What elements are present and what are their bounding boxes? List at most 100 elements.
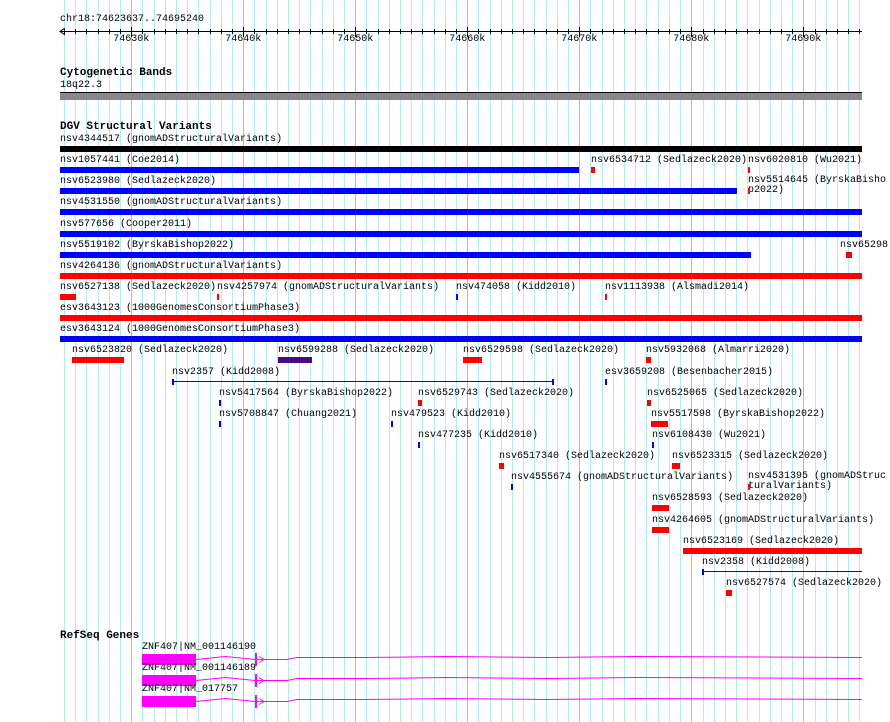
variant-label[interactable]: nsv479523 (Kidd2010) xyxy=(391,409,511,421)
variant-bar[interactable] xyxy=(60,231,862,237)
variant-bar[interactable] xyxy=(456,294,458,300)
variant-bar[interactable] xyxy=(647,400,651,406)
variant-label[interactable]: nsv2357 (Kidd2008) xyxy=(172,367,280,379)
paren: ) xyxy=(186,219,193,230)
variant-bar[interactable] xyxy=(418,400,422,406)
exon xyxy=(254,674,257,687)
variant-bar[interactable] xyxy=(652,505,669,511)
variant-bar[interactable] xyxy=(60,336,862,342)
track-title-cytogenetic-bands[interactable]: Cytogenetic Bands xyxy=(60,67,173,79)
variant-label[interactable]: nsv4344517 (gnomADStructuralVariants) xyxy=(60,134,282,146)
variant-label[interactable]: nsv1113938 (Alsmadi2014) xyxy=(605,282,749,294)
variant-label[interactable]: nsv4257974 (gnomADStructuralVariants) xyxy=(217,282,439,294)
transcript-label[interactable]: ZNF407|NM_017757 xyxy=(142,684,239,695)
variant-bar[interactable] xyxy=(846,252,852,258)
variant-bar[interactable] xyxy=(748,167,750,173)
variant-bar[interactable] xyxy=(726,590,732,596)
track-title-refseq-genes[interactable]: RefSeq Genes xyxy=(60,630,140,642)
variant-source: gnomADStructuralVariants xyxy=(583,472,728,483)
variant-label[interactable]: nsv4555674 (gnomADStructuralVariants) xyxy=(511,472,733,484)
variant-id: nsv6523169 xyxy=(683,536,744,547)
transcript-label[interactable]: ZNF407|NM_001146189 xyxy=(142,663,257,674)
variant-label[interactable]: nsv5708847 (Chuang2021) xyxy=(219,409,357,421)
variant-span-line[interactable] xyxy=(172,381,553,382)
variant-bar[interactable] xyxy=(219,421,221,427)
variant-bar[interactable] xyxy=(60,167,579,173)
variant-bar[interactable] xyxy=(72,357,124,363)
variant-label[interactable]: nsv6527138 (Sedlazeck2020) xyxy=(60,282,216,294)
variant-label[interactable]: nsv6529743 (Sedlazeck2020) xyxy=(418,388,574,400)
variant-id: nsv4531395 xyxy=(748,471,809,482)
variant-label[interactable]: nsv577656 (Cooper2011) xyxy=(60,219,192,231)
variant-label[interactable]: nsv6523980 (Sedlazeck2020) xyxy=(60,176,216,188)
variant-label[interactable]: nsv4531395 (gnomADStructuralVariants) xyxy=(748,472,888,492)
variant-label[interactable]: nsv477235 (Kidd2010) xyxy=(418,430,538,442)
variant-bar[interactable] xyxy=(60,315,862,321)
variant-bar[interactable] xyxy=(60,146,862,152)
variant-label[interactable]: nsv1057441 (Coe2014) xyxy=(60,155,180,167)
variant-bar[interactable] xyxy=(60,252,751,258)
variant-bar[interactable] xyxy=(278,357,312,363)
variant-bar[interactable] xyxy=(217,294,219,300)
variant-bar[interactable] xyxy=(652,527,669,533)
variant-bar[interactable] xyxy=(463,357,482,363)
transcript-glyph[interactable] xyxy=(0,695,889,709)
variant-bar[interactable] xyxy=(418,442,420,448)
variant-label[interactable]: esv3659208 (Besenbacher2015) xyxy=(605,367,773,379)
variant-label[interactable]: nsv5514645 (ByrskaBishop2022) xyxy=(748,176,888,196)
variant-label[interactable]: nsv6523820 (Sedlazeck2020) xyxy=(72,345,228,357)
track-title-dgv-structural-variants[interactable]: DGV Structural Variants xyxy=(60,121,212,133)
variant-label[interactable]: nsv6529598 (Sedlazeck2020) xyxy=(463,345,619,357)
variant-label[interactable]: nsv6517340 (Sedlazeck2020) xyxy=(499,451,655,463)
variant-label[interactable]: nsv4531550 (gnomADStructuralVariants) xyxy=(60,197,282,209)
variant-bar[interactable] xyxy=(672,463,680,469)
variant-label[interactable]: nsv6523169 (Sedlazeck2020) xyxy=(683,536,839,548)
variant-label[interactable]: nsv6525065 (Sedlazeck2020) xyxy=(647,388,803,400)
variant-bar[interactable] xyxy=(605,379,607,385)
variant-bar[interactable] xyxy=(683,548,862,554)
transcript-label[interactable]: ZNF407|NM_001146190 xyxy=(142,642,257,653)
variant-label[interactable]: nsv6523315 (Sedlazeck2020) xyxy=(672,451,828,463)
variant-bar[interactable] xyxy=(591,167,595,173)
transcript-glyph[interactable] xyxy=(0,674,889,688)
variant-bar[interactable] xyxy=(60,294,76,300)
variant-bar[interactable] xyxy=(651,421,668,427)
variant-label[interactable]: esv3643123 (1000GenomesConsortiumPhase3) xyxy=(60,303,300,315)
variant-label[interactable]: nsv65298 xyxy=(840,240,888,252)
variant-bar[interactable] xyxy=(60,273,862,279)
variant-label[interactable]: nsv6108430 (Wu2021) xyxy=(652,430,766,442)
variant-label[interactable]: nsv5417564 (ByrskaBishop2022) xyxy=(219,388,393,400)
variant-label[interactable]: nsv474058 (Kidd2010) xyxy=(456,282,576,294)
variant-bar[interactable] xyxy=(60,188,737,194)
variant-bar[interactable] xyxy=(652,442,654,448)
variant-bar[interactable] xyxy=(748,484,750,490)
transcript-glyph[interactable] xyxy=(0,653,889,667)
variant-label[interactable]: nsv6528593 (Sedlazeck2020) xyxy=(652,493,808,505)
variant-label[interactable]: nsv6534712 (Sedlazeck2020) xyxy=(591,155,747,167)
variant-label[interactable]: nsv6527574 (Sedlazeck2020) xyxy=(726,578,882,590)
variant-label[interactable]: nsv5519102 (ByrskaBishop2022) xyxy=(60,240,234,252)
variant-bar[interactable] xyxy=(60,209,862,215)
variant-label[interactable]: nsv4264136 (gnomADStructuralVariants) xyxy=(60,261,282,273)
variant-label[interactable]: nsv4264605 (gnomADStructuralVariants) xyxy=(652,515,874,527)
variant-label[interactable]: nsv5932068 (Almarri2020) xyxy=(646,345,790,357)
cytoband-bar[interactable] xyxy=(60,92,862,100)
variant-label[interactable]: nsv6599288 (Sedlazeck2020) xyxy=(278,345,434,357)
variant-id: esv3643124 xyxy=(60,324,121,335)
variant-label[interactable]: nsv6020810 (Wu2021) xyxy=(748,155,862,167)
ruler[interactable] xyxy=(0,24,890,38)
paren: ( xyxy=(279,409,292,420)
variant-bar[interactable] xyxy=(748,188,750,194)
variant-label[interactable]: nsv5517598 (ByrskaBishop2022) xyxy=(651,409,825,421)
variant-bar[interactable] xyxy=(646,357,651,363)
variant-bar[interactable] xyxy=(219,400,221,406)
variant-bar[interactable] xyxy=(605,294,607,300)
variant-bar[interactable] xyxy=(391,421,393,427)
paren: ( xyxy=(651,155,664,166)
variant-label[interactable]: nsv2358 (Kidd2008) xyxy=(702,557,810,569)
variant-label[interactable]: esv3643124 (1000GenomesConsortiumPhase3) xyxy=(60,324,300,336)
variant-bar[interactable] xyxy=(499,463,504,469)
variant-bar[interactable] xyxy=(511,484,513,490)
paren: ) xyxy=(822,451,829,462)
variant-span-line[interactable] xyxy=(702,571,862,572)
